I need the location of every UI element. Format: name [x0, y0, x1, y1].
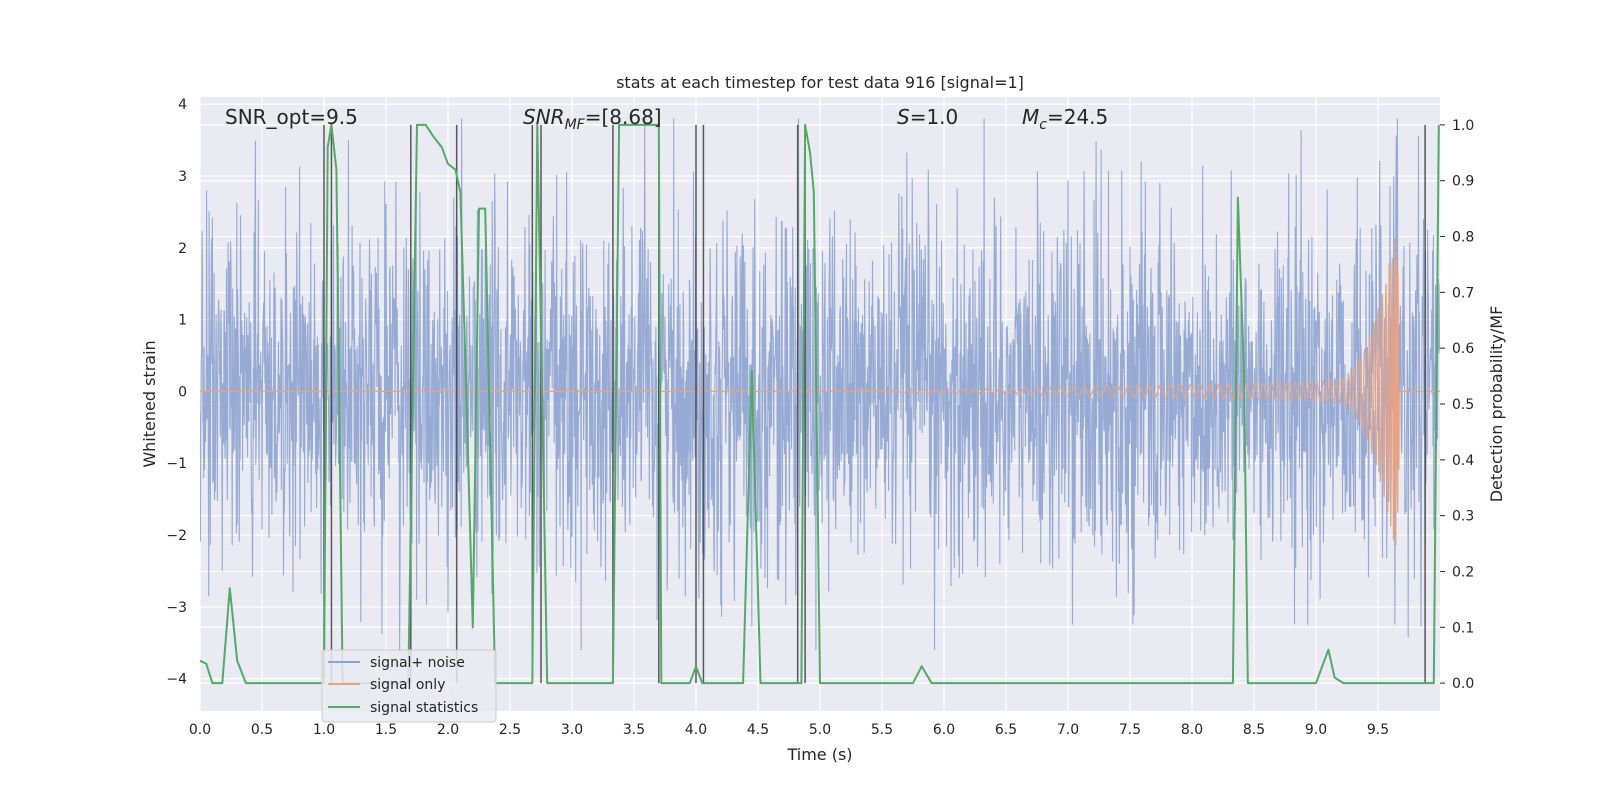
- y-left-tick-label: 1: [178, 313, 187, 329]
- legend: signal+ noise signal only signal statist…: [321, 649, 497, 723]
- y-left-tick-label: 4: [178, 97, 187, 113]
- signal-trace: [200, 237, 1440, 546]
- x-tick-label: 6.5: [995, 722, 1017, 738]
- series-signal-plus-noise: [200, 118, 1440, 651]
- x-tick-label: 2.5: [499, 722, 521, 738]
- y-left-tick-label: 0: [178, 384, 187, 400]
- x-tick-label: 6.0: [933, 722, 955, 738]
- chart-title: stats at each timestep for test data 916…: [616, 73, 1024, 92]
- x-tick-label: 8.5: [1243, 722, 1265, 738]
- x-axis-ticks: 0.0 0.5 1.0 1.5 2.0 2.5 3.0 3.5 4.0 4.5 5.0 5.5 6.0 6…: [189, 722, 1389, 738]
- y-right-tick-label: 0.0: [1452, 676, 1474, 692]
- x-axis-label: Time (s): [786, 745, 852, 764]
- series-signal-only: [200, 237, 1440, 546]
- annotation-mc-main: M: [1022, 105, 1039, 129]
- x-tick-label: 9.5: [1367, 722, 1389, 738]
- x-tick-label: 8.0: [1181, 722, 1203, 738]
- annotation-snr-mf: SNRMF=[8.68]: [523, 105, 662, 133]
- y-left-tick-label: −1: [166, 456, 187, 472]
- y-right-tick-label: 0.8: [1452, 230, 1474, 246]
- y-right-tick-label: 0.4: [1452, 453, 1474, 469]
- y-right-tick-label: 0.5: [1452, 397, 1474, 413]
- x-tick-label: 1.5: [375, 722, 397, 738]
- y-axis-left-label: Whitened strain: [140, 340, 159, 467]
- y-right-tick-label: 0.6: [1452, 341, 1474, 357]
- y-right-tick-label: 0.7: [1452, 285, 1474, 301]
- annotation-s-main: S: [897, 105, 910, 129]
- y-right-tick-label: 0.3: [1452, 509, 1474, 525]
- annotation-s: S=1.0: [897, 105, 958, 129]
- x-tick-label: 3.0: [561, 722, 583, 738]
- x-tick-label: 2.0: [437, 722, 459, 738]
- x-tick-label: 5.5: [871, 722, 893, 738]
- legend-label-signal: signal only: [370, 677, 445, 693]
- annotation-snr-mf-sub: MF: [565, 117, 586, 133]
- y-right-tick-label: 0.9: [1452, 174, 1474, 190]
- y-left-tick-label: 3: [178, 169, 187, 185]
- y-left-tick-label: 2: [178, 241, 187, 257]
- annotation-snr-mf-main: SNR: [523, 105, 565, 129]
- x-tick-label: 7.0: [1057, 722, 1079, 738]
- y-right-tick-label: 0.2: [1452, 564, 1474, 580]
- x-tick-label: 4.5: [747, 722, 769, 738]
- annotation-mc-sub: c: [1039, 117, 1047, 133]
- vertical-markers: [323, 124, 1426, 684]
- x-tick-label: 0.0: [189, 722, 211, 738]
- annotation-mc-value: =24.5: [1047, 105, 1108, 129]
- y-left-tick-label: −3: [166, 600, 187, 616]
- x-tick-label: 5.0: [809, 722, 831, 738]
- y-right-tick-label: 1.0: [1452, 118, 1474, 134]
- y-left-tick-label: −4: [166, 672, 187, 688]
- noise-trace: [200, 118, 1440, 651]
- x-tick-label: 0.5: [251, 722, 273, 738]
- stats-trace: [200, 123, 1440, 685]
- legend-label-stats: signal statistics: [370, 700, 478, 716]
- y-right-tick-label: 0.1: [1452, 620, 1474, 636]
- x-tick-label: 1.0: [313, 722, 335, 738]
- y-axis-left-ticks: 4 3 2 1 0 −1 −2 −3 −4: [166, 97, 187, 688]
- x-tick-label: 9.0: [1305, 722, 1327, 738]
- annotation-snr-mf-value: =[8.68]: [585, 105, 662, 129]
- annotation-snr-opt: SNR_opt=9.5: [225, 105, 358, 129]
- legend-box: [321, 649, 497, 723]
- annotation-mc: Mc=24.5: [1022, 105, 1108, 133]
- series-signal-statistics: [200, 123, 1440, 685]
- annotation-s-value: =1.0: [910, 105, 959, 129]
- y-left-tick-label: −2: [166, 528, 187, 544]
- y-axis-right-ticks: 1.0 0.9 0.8 0.7 0.6 0.5 0.4 0.3 0.2 0.1 0.0: [1440, 118, 1474, 692]
- y-axis-right-label: Detection probability/MF: [1487, 306, 1506, 503]
- legend-label-noise: signal+ noise: [370, 655, 465, 671]
- x-tick-label: 3.5: [623, 722, 645, 738]
- x-tick-label: 4.0: [685, 722, 707, 738]
- x-tick-label: 7.5: [1119, 722, 1141, 738]
